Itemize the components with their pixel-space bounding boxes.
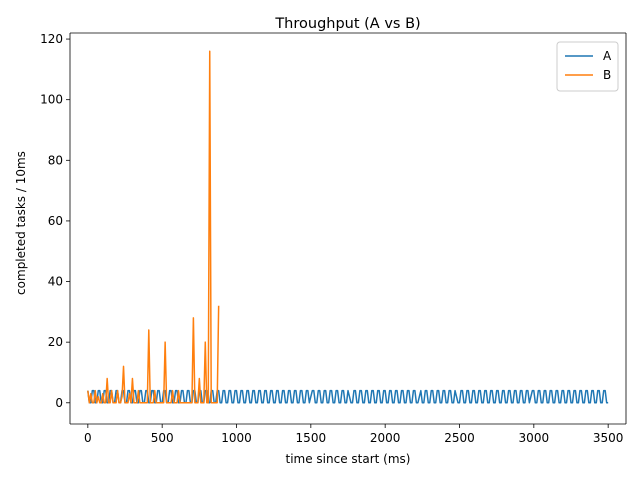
- y-tick-label: 80: [48, 153, 63, 167]
- y-tick-label: 120: [40, 32, 63, 46]
- legend-frame: [556, 41, 619, 92]
- x-tick-label: 2000: [370, 431, 401, 445]
- series-line-a: [87, 389, 609, 404]
- x-tick-label: 1500: [296, 431, 327, 445]
- legend: A B: [556, 41, 619, 92]
- legend-label-b: B: [603, 68, 611, 82]
- x-tick-label: 500: [151, 431, 174, 445]
- series-layer: [87, 50, 609, 404]
- axes-layer: [69, 32, 627, 425]
- y-tick-label: 0: [55, 396, 63, 410]
- legend-label-a: A: [603, 49, 612, 63]
- y-axis-label: completed tasks / 10ms: [14, 151, 28, 295]
- y-tick-label: 100: [40, 93, 63, 107]
- chart-title: Throughput (A vs B): [274, 16, 420, 32]
- y-axis-ticks: 0 20 40 60 80 100 120: [40, 32, 70, 410]
- y-tick-label: 60: [48, 214, 63, 228]
- x-tick-label: 1000: [221, 431, 252, 445]
- x-tick-label: 3500: [593, 431, 624, 445]
- y-tick-label: 40: [48, 275, 63, 289]
- x-axis-ticks: 0 500 1000 1500 2000 2500 3000 3500: [84, 424, 623, 445]
- series-line-b: [87, 50, 220, 404]
- x-tick-label: 3000: [519, 431, 550, 445]
- x-axis-label: time since start (ms): [286, 452, 411, 466]
- y-tick-label: 20: [48, 335, 63, 349]
- x-tick-label: 0: [84, 431, 92, 445]
- x-tick-label: 2500: [444, 431, 475, 445]
